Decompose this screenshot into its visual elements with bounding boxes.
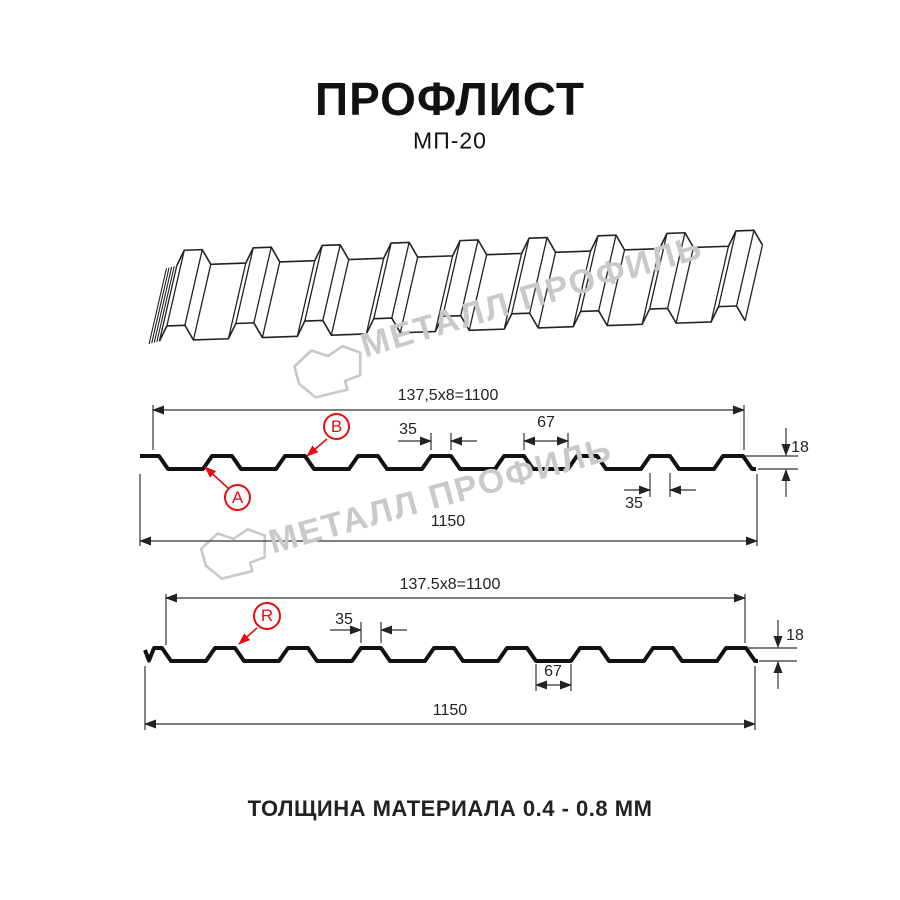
- dim-label-height-bottom: 18: [786, 627, 804, 644]
- callout-arrow-a: [204, 466, 230, 490]
- dim-label-overall-width-top: 1150: [430, 513, 466, 530]
- dim-label-crest-width-bottom: 35: [335, 611, 353, 628]
- dim-label-crest-width-bottom-edge: 35: [625, 495, 643, 512]
- dimension-lines-top-section: [139, 405, 798, 546]
- dimension-lines-bottom-section: [144, 593, 797, 730]
- page-title: ПРОФЛИСТ: [315, 73, 585, 125]
- callout-arrow-b: [306, 438, 328, 457]
- dim-label-height-top: 18: [791, 439, 809, 456]
- dim-label-crest-width-top: 35: [399, 421, 417, 438]
- callout-badge-a: A: [224, 484, 251, 511]
- dim-label-valley-width-top: 67: [537, 414, 555, 431]
- callout-letter-b: B: [330, 416, 343, 436]
- dim-label-period-bottom: 137.5x8=1100: [399, 576, 501, 593]
- dim-label-overall-width-bottom: 1150: [432, 702, 468, 719]
- callout-badge-r: R: [253, 602, 281, 630]
- callout-arrows: [204, 438, 328, 645]
- dim-label-valley-width-bottom: 67: [544, 663, 562, 680]
- callout-badge-b: B: [323, 413, 350, 440]
- callout-letter-a: A: [231, 487, 244, 507]
- dim-label-period-top: 137,5x8=1100: [397, 387, 499, 404]
- cross-section-top-profile: [140, 454, 756, 471]
- callout-arrow-r: [238, 627, 258, 645]
- watermark-logo-top: [293, 344, 362, 399]
- material-thickness-note: ТОЛЩИНА МАТЕРИАЛА 0.4 - 0.8 ММ: [247, 796, 653, 821]
- callout-letter-r: R: [260, 606, 274, 625]
- sheet-3d-view: [148, 229, 764, 345]
- watermark-logo-middle: [199, 527, 267, 580]
- product-code: МП-20: [413, 127, 487, 154]
- cross-section-bottom-profile: [143, 646, 758, 663]
